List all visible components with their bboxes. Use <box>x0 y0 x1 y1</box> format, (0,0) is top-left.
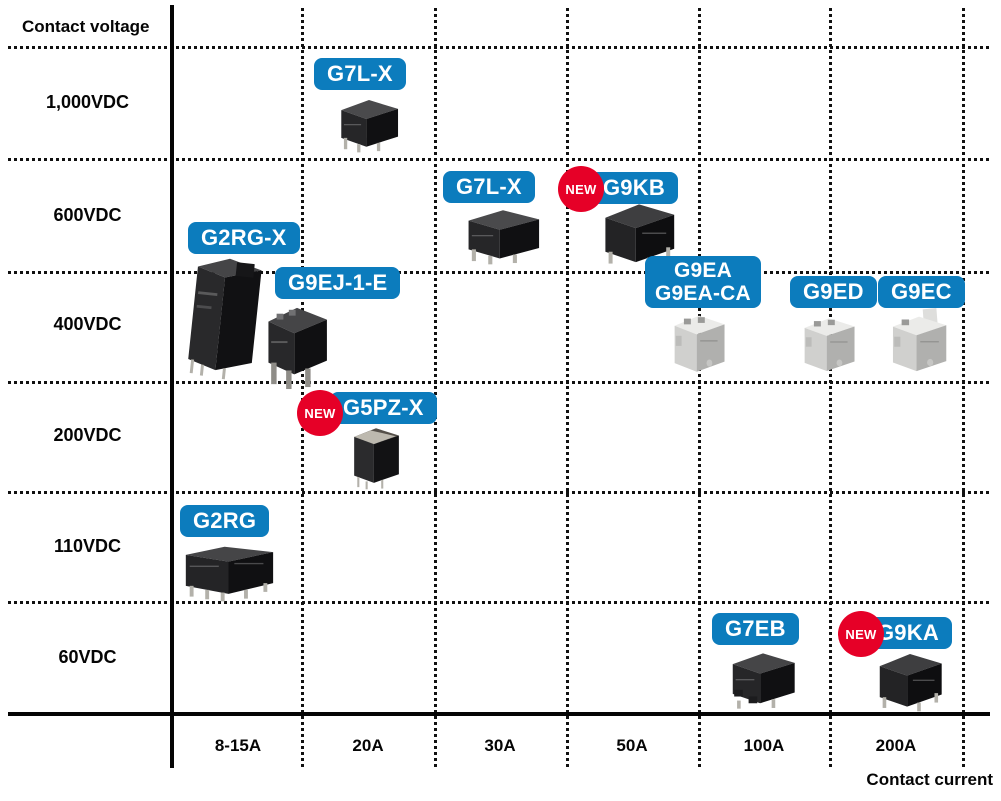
product-label-g9ea[interactable]: G9EA G9EA-CA <box>645 256 761 308</box>
relay-image-g9ej-1-e <box>263 300 331 390</box>
xtick-30a: 30A <box>484 736 516 755</box>
product-label-g7l-x-600vdc[interactable]: G7L-X <box>443 171 535 203</box>
grid-hline-2 <box>8 158 990 161</box>
x-axis-line <box>8 712 990 716</box>
relay-image-g7l-x-1000vdc <box>336 95 402 153</box>
grid-vline-1 <box>301 8 304 768</box>
new-badge-g5pz-x: NEW <box>297 390 343 436</box>
y-axis-line <box>170 5 174 768</box>
xtick-8-15a: 8-15A <box>214 736 262 755</box>
relay-image-g9ka <box>874 650 946 712</box>
relay-image-g7l-x-600vdc <box>462 205 544 265</box>
grid-hline-1 <box>8 46 990 49</box>
grid-vline-5 <box>829 8 832 768</box>
xtick-50a: 50A <box>616 736 648 755</box>
product-label-g9ej-1-e[interactable]: G9EJ-1-E <box>275 267 401 299</box>
grid-vline-6 <box>962 8 965 768</box>
xtick-200a: 200A <box>875 736 917 755</box>
xtick-20a: 20A <box>352 736 384 755</box>
grid-vline-2 <box>434 8 437 768</box>
ytick-600vdc: 600VDC <box>53 205 122 225</box>
grid-vline-4 <box>698 8 701 768</box>
product-label-g5pz-x[interactable]: G5PZ-X <box>330 392 437 424</box>
relay-image-g5pz-x <box>350 424 402 490</box>
relay-image-g7eb <box>727 648 799 710</box>
product-label-g9kb[interactable]: G9KB <box>590 172 678 204</box>
product-label-g9ec[interactable]: G9EC <box>878 276 965 308</box>
grid-hline-4 <box>8 381 990 384</box>
product-label-g7eb[interactable]: G7EB <box>712 613 799 645</box>
relay-image-g2rg-x <box>181 249 268 382</box>
ytick-60vdc: 60VDC <box>58 647 117 667</box>
grid-hline-3 <box>8 271 990 274</box>
product-label-g9ed[interactable]: G9ED <box>790 276 877 308</box>
grid-hline-5 <box>8 491 990 494</box>
product-label-g7l-x-1000vdc[interactable]: G7L-X <box>314 58 406 90</box>
relay-image-g9ec <box>888 308 950 374</box>
relay-image-g9ed <box>800 313 858 375</box>
xtick-100a: 100A <box>743 736 785 755</box>
relay-image-g9ea <box>670 310 728 376</box>
ytick-400vdc: 400VDC <box>53 314 122 334</box>
grid-hline-6 <box>8 601 990 604</box>
product-label-g2rg[interactable]: G2RG <box>180 505 270 537</box>
product-label-g2rg-x[interactable]: G2RG-X <box>188 222 300 254</box>
ytick-110vdc: 110VDC <box>53 536 122 556</box>
ytick-1000vdc: 1,000VDC <box>45 92 130 112</box>
x-axis-title: Contact current <box>866 770 993 789</box>
grid-vline-3 <box>566 8 569 768</box>
ytick-200vdc: 200VDC <box>53 425 122 445</box>
relay-image-g2rg <box>180 540 277 602</box>
new-badge-g9ka: NEW <box>838 611 884 657</box>
y-axis-title: Contact voltage <box>22 17 150 36</box>
new-badge-g9kb: NEW <box>558 166 604 212</box>
